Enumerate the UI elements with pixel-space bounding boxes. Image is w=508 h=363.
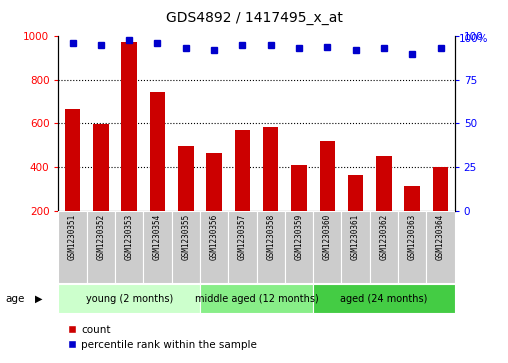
Bar — [313, 284, 455, 313]
Text: GSM1230351: GSM1230351 — [68, 214, 77, 260]
Bar — [200, 284, 313, 313]
Text: GSM1230356: GSM1230356 — [210, 214, 218, 260]
Bar — [404, 186, 420, 211]
Legend: count, percentile rank within the sample: count, percentile rank within the sample — [64, 321, 262, 354]
Bar — [263, 127, 278, 211]
Bar — [433, 167, 448, 211]
Bar — [235, 130, 250, 211]
Bar — [341, 211, 370, 283]
Bar — [65, 109, 80, 211]
Text: GSM1230353: GSM1230353 — [124, 214, 134, 260]
Bar — [150, 92, 165, 211]
Bar — [58, 284, 200, 313]
Bar — [285, 211, 313, 283]
Text: GSM1230358: GSM1230358 — [266, 214, 275, 260]
Text: middle aged (12 months): middle aged (12 months) — [195, 294, 319, 303]
Bar — [115, 211, 143, 283]
Text: young (2 months): young (2 months) — [85, 294, 173, 303]
Bar — [257, 211, 285, 283]
Bar — [178, 146, 194, 211]
Text: 100%: 100% — [459, 33, 488, 44]
Text: GSM1230354: GSM1230354 — [153, 214, 162, 260]
Bar — [291, 165, 307, 211]
Text: GSM1230362: GSM1230362 — [379, 214, 389, 260]
Text: GSM1230357: GSM1230357 — [238, 214, 247, 260]
Bar — [143, 211, 172, 283]
Bar — [121, 42, 137, 211]
Text: GSM1230355: GSM1230355 — [181, 214, 190, 260]
Bar — [348, 175, 363, 211]
Text: GSM1230363: GSM1230363 — [408, 214, 417, 260]
Bar — [370, 211, 398, 283]
Bar — [200, 211, 228, 283]
Text: GSM1230360: GSM1230360 — [323, 214, 332, 260]
Text: GSM1230352: GSM1230352 — [97, 214, 105, 260]
Bar — [58, 211, 87, 283]
Bar — [320, 141, 335, 211]
Bar — [376, 156, 392, 211]
Text: age: age — [5, 294, 24, 303]
Bar — [206, 153, 222, 211]
Bar — [93, 124, 109, 211]
Bar — [172, 211, 200, 283]
Text: ▶: ▶ — [35, 294, 42, 303]
Text: GDS4892 / 1417495_x_at: GDS4892 / 1417495_x_at — [166, 11, 342, 25]
Bar — [228, 211, 257, 283]
Text: GSM1230359: GSM1230359 — [295, 214, 303, 260]
Bar — [87, 211, 115, 283]
Text: GSM1230361: GSM1230361 — [351, 214, 360, 260]
Bar — [313, 211, 341, 283]
Bar — [398, 211, 426, 283]
Text: aged (24 months): aged (24 months) — [340, 294, 428, 303]
Text: GSM1230364: GSM1230364 — [436, 214, 445, 260]
Bar — [426, 211, 455, 283]
